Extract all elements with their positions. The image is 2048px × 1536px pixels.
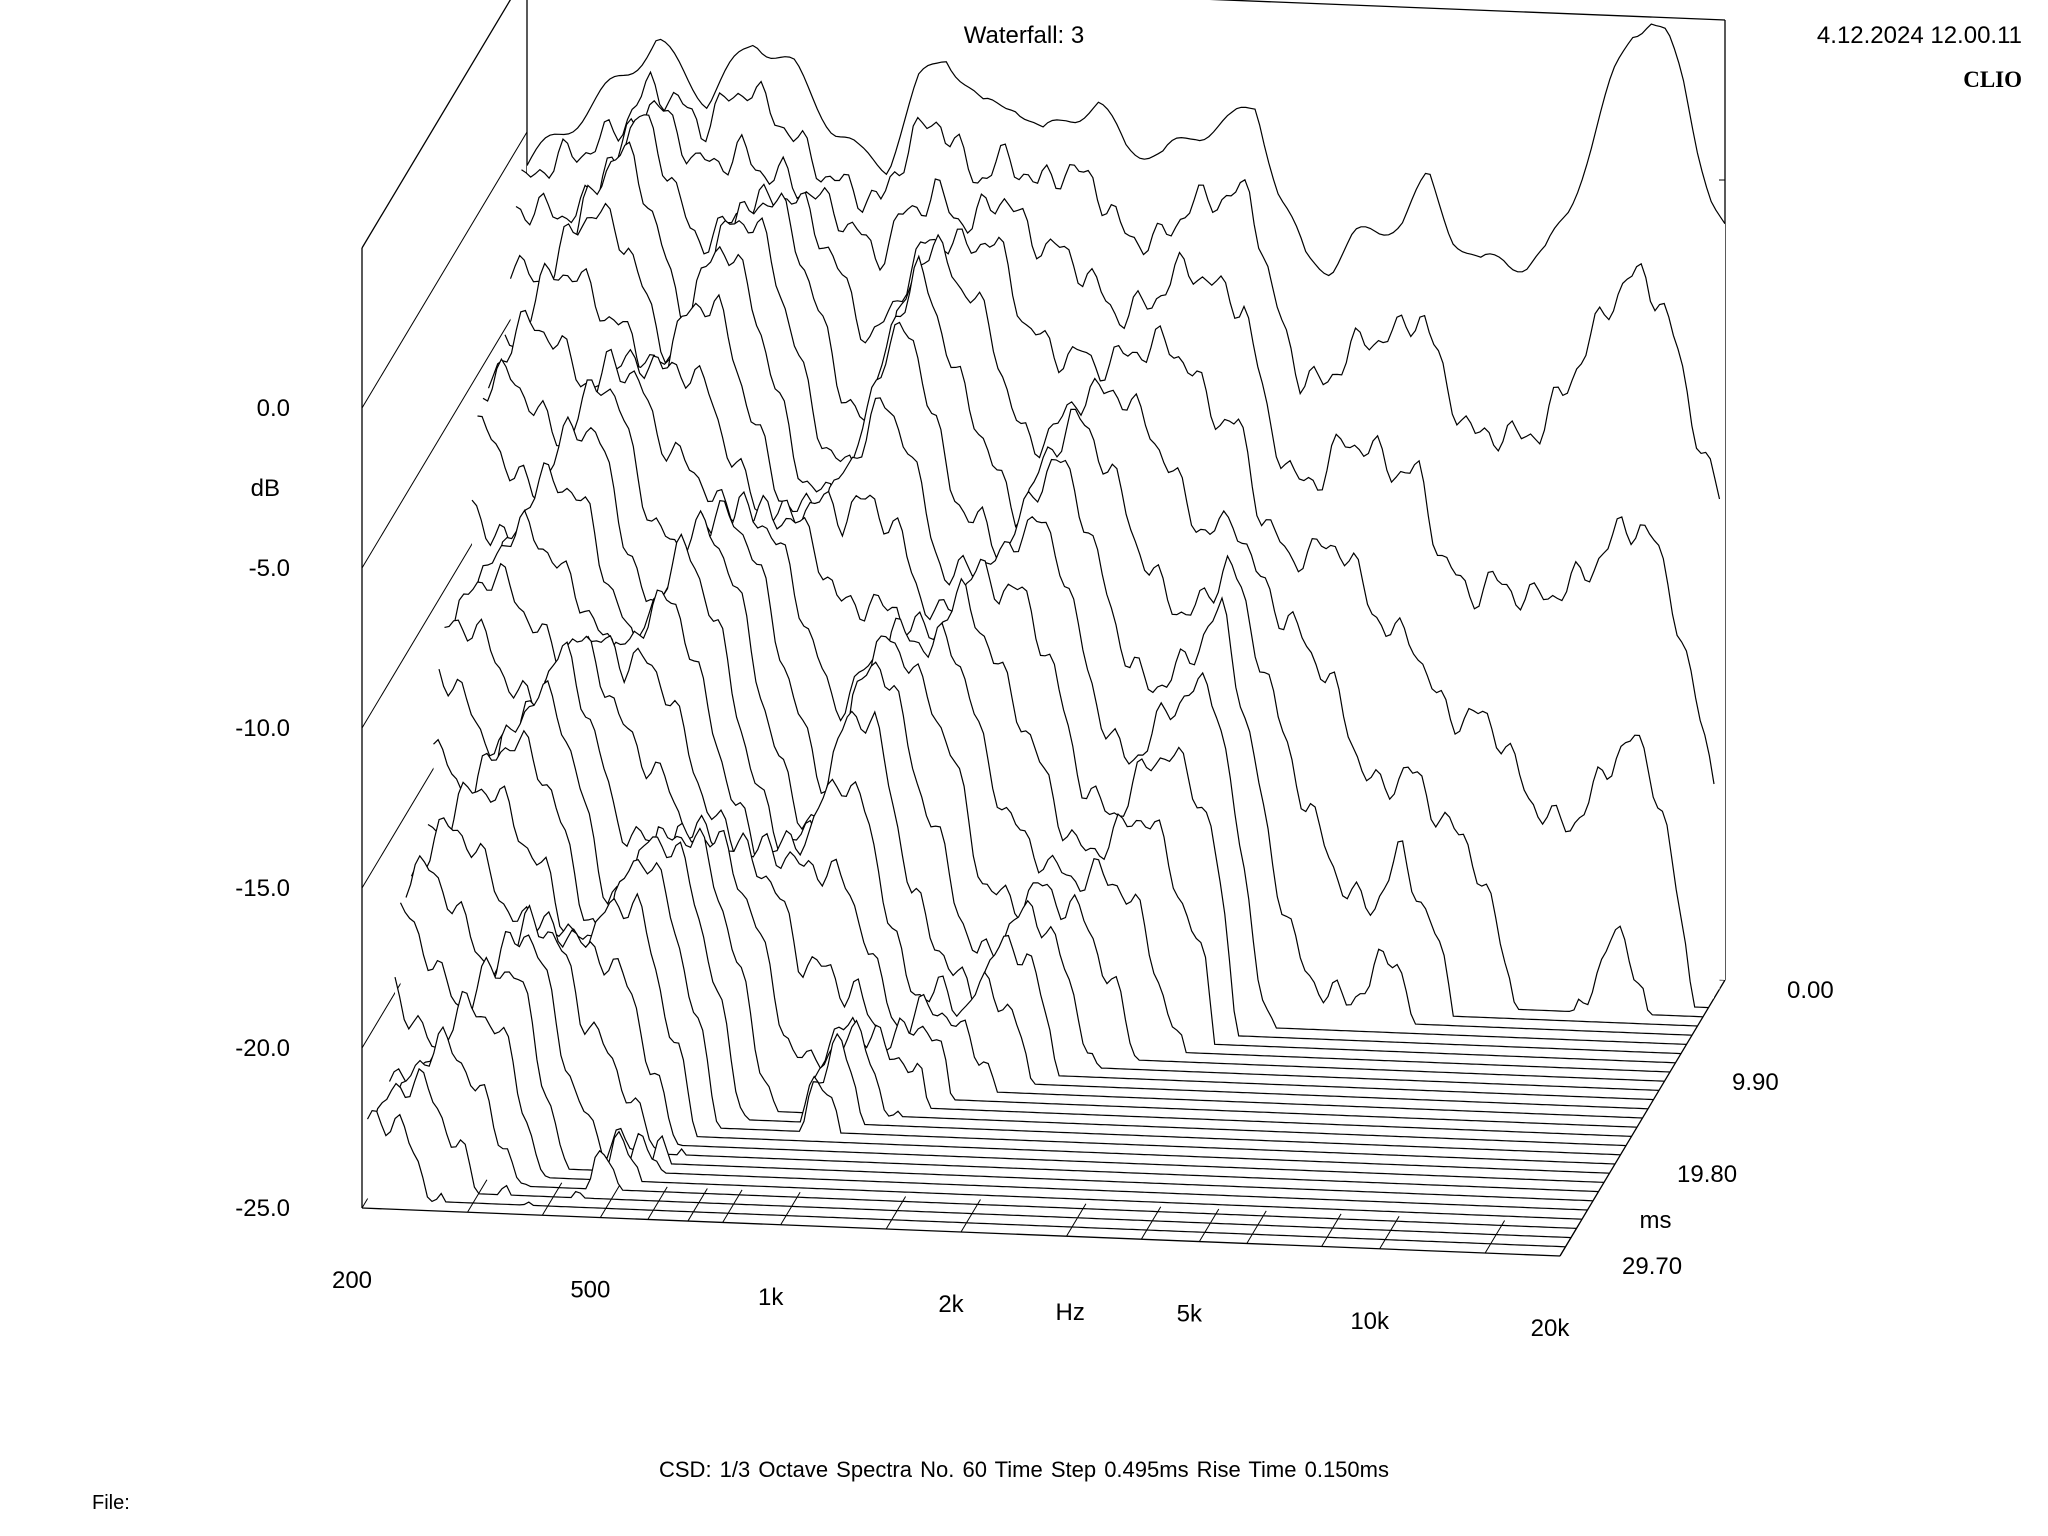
spectrum-slice-line [521, 70, 1721, 500]
spectrum-slice-line [493, 245, 1693, 1036]
freq-tick-label: 2k [938, 1291, 964, 1318]
spectrum-slice-line [482, 348, 1682, 1055]
spectrum-slice-line [438, 635, 1638, 1128]
freq-tick-label: 5k [1177, 1301, 1203, 1328]
db-tick-label: -20.0 [235, 1035, 290, 1062]
floor-grid-line [1321, 1213, 1342, 1247]
spectrum-slice-line [471, 379, 1671, 1073]
chart-title: Waterfall: 3 [963, 22, 1085, 49]
slice-mask [411, 817, 1610, 1174]
left-wall-grid-line [361, 131, 528, 409]
floor-grid-line [1246, 1210, 1267, 1244]
freq-axis-label: Hz [1056, 1299, 1085, 1326]
time-tick-label: 9.90 [1732, 1069, 1779, 1096]
file-label: File: [92, 1492, 130, 1514]
db-tick-label: -5.0 [249, 555, 290, 582]
spectrum-slice-line [449, 562, 1649, 1110]
freq-tick-label: 1k [758, 1284, 784, 1311]
floor-grid-line [722, 1189, 743, 1223]
spectrum-slice-line [487, 293, 1687, 1045]
slice-mask [389, 957, 1588, 1210]
floor-grid-line [780, 1191, 801, 1226]
brand-logo: CLIO [1963, 67, 2022, 92]
floor-grid-line [1198, 1208, 1220, 1242]
spectrum-slice-line [410, 817, 1610, 1174]
left-wall-top-edge [361, 0, 512, 249]
spectrum-slice-line [526, 23, 1726, 277]
freq-tick-label: 200 [332, 1267, 372, 1294]
measurement-settings: CSD: 1/3 Octave Spectra No. 60 Time Step… [659, 1457, 1389, 1482]
spectrum-slice-line [444, 618, 1643, 1119]
time-tick-label: 19.80 [1677, 1161, 1737, 1188]
floor-grid-line [541, 1182, 563, 1216]
spectrum-slice-line [399, 902, 1599, 1193]
timestamp: 4.12.2024 12.00.11 [1816, 22, 2022, 49]
back-wall-top-edge [1209, 0, 1726, 21]
spectrum-slice-line [433, 641, 1632, 1137]
floor-grid-line [1140, 1206, 1162, 1240]
floor-grid-line [960, 1199, 981, 1233]
db-tick-label: 0.0 [257, 395, 290, 422]
floor-grid-line [1484, 1220, 1506, 1254]
floor-grid [467, 1179, 1580, 1257]
floor-grid-line [467, 1179, 488, 1213]
floor-grid-line [687, 1188, 708, 1222]
freq-tick-label: 10k [1350, 1308, 1390, 1335]
floor-grid-line [1379, 1215, 1400, 1250]
slice-mask [395, 931, 1593, 1201]
time-tick-label: 0.00 [1787, 977, 1834, 1004]
spectrum-slice-line [515, 99, 1715, 785]
floor-grid-line [599, 1184, 621, 1218]
spectrum-slice-line [394, 930, 1594, 1202]
spectrum-slice-line [477, 348, 1676, 1064]
freq-tick-label: 500 [570, 1277, 610, 1304]
freq-tick-label: 20k [1531, 1315, 1571, 1342]
slice-mask [422, 730, 1621, 1155]
floor-grid-line [1559, 1223, 1580, 1257]
db-tick-label: -25.0 [235, 1195, 290, 1222]
floor-grid-line [647, 1186, 668, 1220]
spectrum-slice-line [509, 114, 1709, 1009]
left-wall-grid-line [361, 291, 528, 569]
spectrum-slice-line [383, 990, 1583, 1220]
time-tick-label: 29.70 [1622, 1253, 1682, 1280]
db-axis-label: dB [251, 475, 280, 502]
spectrum-slice-line [388, 956, 1588, 1211]
waterfall-slices [366, 23, 1726, 1248]
floor-grid-line [1066, 1203, 1087, 1237]
spectrum-slice-line [416, 781, 1616, 1165]
floor-grid-line [885, 1196, 907, 1230]
spectrum-slice-line [405, 854, 1605, 1183]
axis-labels: 0.0 -5.0 -10.0 -15.0 -20.0 -25.0 dB 200 500 1k 2k 5… [235, 395, 1833, 1342]
db-tick-label: -10.0 [235, 715, 290, 742]
time-axis-label: ms [1640, 1207, 1672, 1234]
db-tick-label: -15.0 [235, 875, 290, 902]
